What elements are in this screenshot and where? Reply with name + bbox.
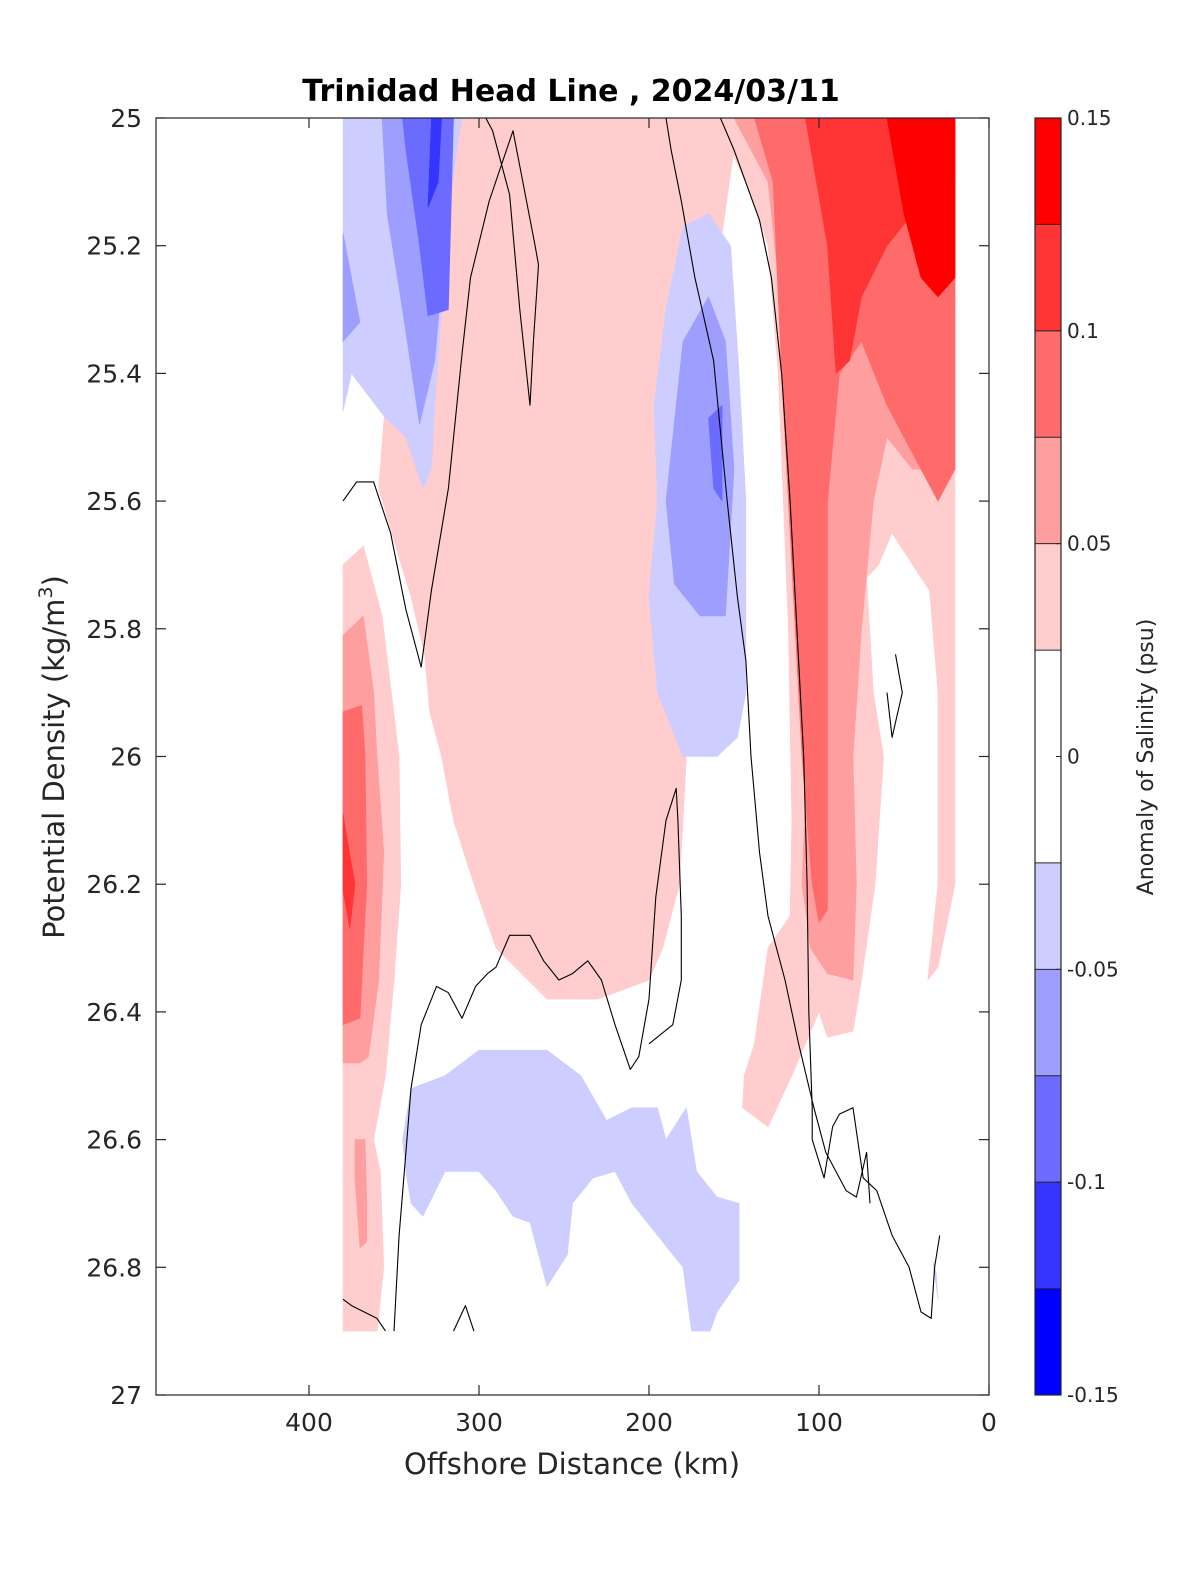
x-tick-label-2: 200	[625, 1408, 673, 1437]
contour-region-9	[665, 296, 735, 617]
y-tick-label-2: 25.4	[86, 359, 142, 388]
contour-region-4	[427, 118, 442, 208]
y-tick-label-1: 25.2	[86, 232, 142, 261]
contour-region-21	[402, 1049, 740, 1332]
contour-region-13	[754, 118, 956, 924]
y-axis-label-sup: 3	[35, 586, 57, 598]
colorbar-band-4	[1035, 862, 1061, 970]
contour-line-2	[719, 118, 941, 1319]
contour-region-3	[402, 118, 454, 317]
colorbar-band-9	[1035, 224, 1061, 331]
colorbar-tick-label-3: 0	[1067, 745, 1080, 769]
colorbar: 0.15 0.1 0.05 0 -0.05 -0.1 -0.15	[1034, 106, 1119, 1407]
contour-region-18	[342, 704, 368, 1026]
y-tick-label-5: 26	[110, 743, 142, 772]
colorbar-band-6	[1035, 543, 1061, 651]
x-tick-label-1: 300	[455, 1408, 503, 1437]
y-tick-label-4: 25.8	[86, 615, 142, 644]
colorbar-tick-label-1: 0.1	[1067, 319, 1099, 343]
colorbar-band-8	[1035, 330, 1061, 438]
y-axis-label-close: )	[37, 575, 71, 586]
contour-region-20	[354, 1139, 368, 1249]
contour-region-10	[708, 404, 723, 503]
x-tick-label-4: 0	[981, 1408, 997, 1437]
colorbar-band-1	[1035, 1182, 1061, 1289]
colorbar-band-10	[1035, 118, 1061, 225]
colorbar-band-0	[1035, 1288, 1061, 1395]
colorbar-tick-label-5: -0.1	[1067, 1170, 1106, 1194]
contour-line-0	[342, 118, 540, 668]
contour-line-6	[886, 654, 903, 738]
y-tick-label-8: 26.6	[86, 1126, 142, 1155]
contour-line-3	[342, 1298, 386, 1332]
y-axis: 25 25.2 25.4 25.6 25.8 26 26.2 26.4 26.6 26.8 27	[86, 104, 989, 1410]
y-tick-label-7: 26.4	[86, 998, 142, 1027]
contour-fills	[334, 118, 956, 1332]
contour-lines	[342, 118, 941, 1332]
contour-line-5	[393, 787, 682, 1332]
x-tick-label-3: 100	[795, 1408, 843, 1437]
colorbar-tick-label-4: -0.05	[1067, 957, 1119, 981]
colorbar-band-3	[1035, 969, 1061, 1076]
contour-region-6	[342, 232, 361, 343]
contour-line-1	[665, 118, 871, 1204]
colorbar-tick-label-0: 0.15	[1067, 106, 1112, 130]
x-tick-label-0: 400	[285, 1408, 333, 1437]
plot-area: 400 300 200 100 0 25 25.2 25.4 25.6 25.8 26 26.2 26…	[86, 104, 997, 1437]
chart-title: Trinidad Head Line , 2024/03/11	[302, 74, 839, 109]
contour-line-4	[453, 1305, 475, 1332]
contour-region-7	[584, 118, 597, 170]
y-tick-label-3: 25.6	[86, 487, 142, 516]
contour-region-15	[886, 118, 956, 298]
y-axis-label-main: Potential Density (kg/m	[37, 599, 71, 939]
colorbar-label: Anomaly of Salinity (psu)	[1134, 619, 1159, 896]
x-axis: 400 300 200 100 0	[285, 118, 997, 1437]
y-tick-label-0: 25	[110, 104, 142, 133]
colorbar-tick-label-2: 0.05	[1067, 532, 1112, 556]
y-tick-label-10: 27	[110, 1381, 142, 1410]
colorbar-tick-label-6: -0.15	[1067, 1383, 1119, 1407]
y-axis-label: Potential Density (kg/m3)	[35, 575, 71, 939]
x-axis-label: Offshore Distance (km)	[404, 1447, 740, 1481]
colorbar-band-2	[1035, 1075, 1061, 1183]
contour-region-19	[342, 813, 356, 929]
y-tick-label-6: 26.2	[86, 870, 142, 899]
y-tick-label-9: 26.8	[86, 1253, 142, 1282]
colorbar-band-7	[1035, 437, 1061, 544]
